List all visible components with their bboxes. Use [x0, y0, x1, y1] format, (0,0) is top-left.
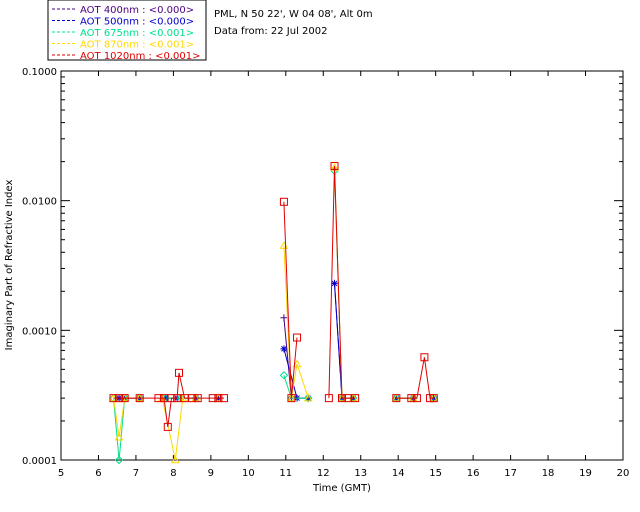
data-point	[293, 394, 301, 402]
legend: AOT 400nm : <0.000>AOT 500nm : <0.000>AO…	[52, 5, 200, 62]
data-point	[115, 394, 124, 403]
data-point	[208, 394, 217, 403]
x-axis-label: Time (GMT)	[312, 483, 371, 494]
data-point	[175, 368, 184, 377]
data-point	[392, 394, 401, 403]
series	[115, 279, 438, 402]
series	[109, 166, 439, 465]
data-point	[429, 394, 438, 403]
x-tick-label: 7	[133, 468, 139, 479]
series	[109, 162, 438, 431]
data-point	[109, 394, 118, 403]
data-point	[304, 394, 312, 402]
x-tick-label: 18	[542, 468, 555, 479]
data-point	[330, 162, 339, 171]
plot-frame	[60, 70, 624, 461]
legend-entry: AOT 675nm : <0.001>	[80, 28, 194, 39]
data-point	[162, 394, 170, 402]
location-text: PML, N 50 22', W 04 08', Alt 0m	[214, 9, 373, 20]
y-tick-label: 0.0100	[22, 197, 57, 208]
legend-box	[47, 0, 207, 61]
series-line	[119, 283, 434, 398]
x-tick-label: 15	[429, 468, 442, 479]
series-line	[114, 168, 434, 460]
y-tick-label: 0.0010	[22, 326, 57, 337]
x-tick-label: 11	[279, 468, 292, 479]
x-tick-label: 5	[58, 468, 64, 479]
data-point	[303, 393, 313, 402]
data-point	[407, 394, 416, 403]
y-tick-label: 0.1000	[22, 67, 57, 78]
data-point	[114, 455, 124, 465]
x-tick-label: 9	[208, 468, 214, 479]
data-point	[214, 394, 223, 403]
data-point	[120, 394, 129, 403]
data-point	[219, 394, 228, 403]
data-point	[292, 359, 302, 368]
x-tick-label: 6	[95, 468, 101, 479]
series-layer	[109, 162, 439, 465]
data-point	[163, 422, 172, 431]
data-point	[324, 394, 333, 403]
x-tick-label: 8	[170, 468, 176, 479]
data-point	[287, 393, 296, 402]
x-tick-label: 10	[242, 468, 255, 479]
data-point	[351, 394, 360, 403]
y-axis-label: Imaginary Part of Refractive Index	[4, 180, 15, 351]
data-point	[287, 394, 296, 403]
date-text: Data from: 22 Jul 2002	[214, 26, 327, 37]
data-point	[167, 394, 176, 403]
data-point	[304, 393, 313, 403]
legend-entry: AOT 1020nm : <0.001>	[80, 51, 200, 62]
data-point	[280, 314, 288, 322]
x-tick-label: 17	[504, 468, 517, 479]
data-point	[279, 371, 289, 380]
series	[115, 279, 438, 402]
x-tick-label: 12	[317, 468, 330, 479]
data-point	[154, 394, 163, 403]
data-point	[338, 394, 346, 403]
series-line	[114, 171, 434, 460]
data-point	[279, 197, 288, 206]
data-point	[193, 394, 202, 403]
x-tick-label: 14	[392, 468, 405, 479]
data-point	[331, 279, 339, 287]
x-tick-label: 19	[579, 468, 592, 479]
data-point	[170, 455, 180, 464]
x-tick-label: 16	[467, 468, 480, 479]
series	[109, 163, 439, 464]
legend-entry: AOT 870nm : <0.001>	[80, 40, 194, 51]
data-point	[293, 333, 302, 342]
series-line	[119, 283, 434, 398]
y-tick-label: 0.0001	[22, 456, 57, 467]
data-point	[412, 394, 421, 403]
axes: 5 6 7 8 9 10 11 12 13 14 15 16 17 18 19 20 0.0001 0.0010 0…	[22, 67, 629, 479]
data-point	[114, 432, 124, 441]
legend-entry: AOT 400nm : <0.000>	[80, 5, 194, 16]
legend-entry: AOT 500nm : <0.000>	[80, 17, 194, 28]
x-tick-label: 13	[354, 468, 367, 479]
data-point	[280, 345, 288, 353]
x-tick-label: 20	[617, 468, 630, 479]
data-point	[135, 394, 144, 403]
data-point	[188, 394, 197, 403]
data-point	[420, 353, 429, 362]
series-line	[113, 165, 434, 427]
